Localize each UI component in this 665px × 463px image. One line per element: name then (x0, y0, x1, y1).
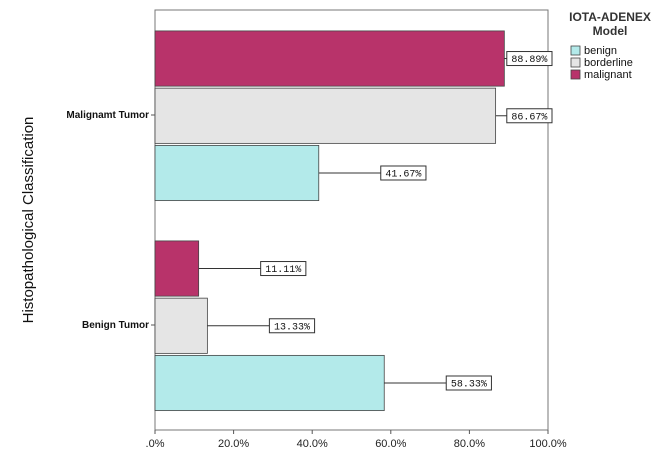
data-label: 86.67% (511, 112, 547, 123)
bar-malignant (154, 30, 505, 87)
bar-malignant (154, 240, 200, 297)
category-label: Benign Tumor (82, 320, 149, 331)
data-label: 13.33% (274, 322, 310, 333)
data-label: 41.67% (385, 169, 421, 180)
legend-swatch-benign (570, 45, 581, 56)
legend: IOTA-ADENEX Model benignborderlinemalign… (569, 10, 651, 81)
legend-label-benign: benign (584, 45, 617, 57)
data-label-box (380, 165, 427, 181)
y-axis-label: Histopathological Classification (20, 117, 37, 324)
category-label: Malignamt Tumor (66, 110, 149, 121)
legend-swatch-malignant (570, 69, 581, 80)
x-tick-label: 80.0% (454, 438, 485, 450)
x-tick-label: 60.0% (375, 438, 406, 450)
plot-frame (154, 9, 549, 431)
legend-title-line-1: IOTA-ADENEX (569, 10, 651, 24)
bar-borderline (154, 297, 208, 354)
data-label-box (260, 261, 307, 277)
x-tick-label: 20.0% (218, 438, 249, 450)
bar-borderline (154, 87, 497, 144)
legend-title-line-2: Model (593, 24, 628, 38)
x-tick-label: 40.0% (297, 438, 328, 450)
bar-benign (154, 354, 385, 412)
data-label: 88.89% (511, 55, 547, 66)
data-label-box (445, 375, 492, 391)
data-label-box (268, 318, 316, 334)
data-label-box (506, 108, 553, 124)
x-tick-label: .0% (146, 438, 165, 450)
x-tick-label: 100.0% (529, 438, 567, 450)
legend-label-malignant: malignant (584, 69, 632, 81)
legend-label-borderline: borderline (584, 57, 633, 69)
bar-benign (154, 144, 320, 202)
legend-swatch-borderline (570, 57, 581, 68)
data-label: 58.33% (451, 379, 487, 390)
data-label: 11.11% (265, 265, 301, 276)
data-label-box (506, 51, 553, 67)
